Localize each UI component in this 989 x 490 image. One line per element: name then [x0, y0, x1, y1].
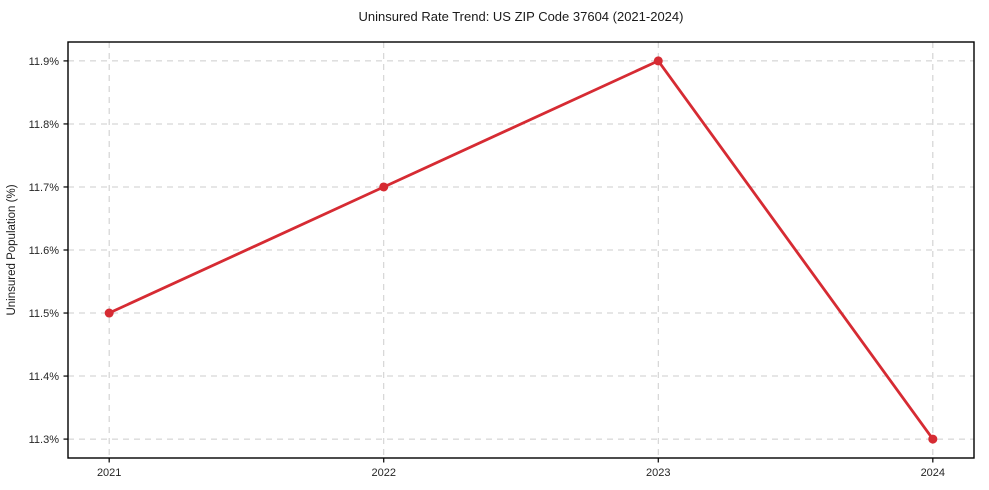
y-tick-label: 11.6% [29, 245, 60, 257]
y-tick-label: 11.8% [29, 119, 60, 131]
data-point-marker [379, 182, 389, 192]
trend-line-series [104, 56, 938, 444]
x-tick-label: 2022 [371, 467, 395, 479]
x-tick-label: 2024 [921, 467, 945, 479]
y-tick-label: 11.7% [29, 182, 60, 194]
x-tick-label: 2021 [97, 467, 121, 479]
chart-title: Uninsured Rate Trend: US ZIP Code 37604 … [359, 9, 684, 24]
y-tick-label: 11.5% [29, 308, 60, 320]
axes-layer: 2021 2022 2023 2024 11.3% 11.4% 11.5% 11.6% 11.7… [29, 41, 975, 479]
gridlines-layer [68, 42, 974, 458]
data-point-marker [928, 434, 938, 444]
y-tick-label: 11.4% [29, 371, 60, 383]
y-tick-label: 11.3% [29, 434, 60, 446]
data-point-marker [653, 56, 663, 66]
trend-line [107, 59, 935, 441]
data-point-marker [104, 308, 114, 318]
y-tick-label: 11.9% [29, 56, 60, 68]
y-axis-label: Uninsured Population (%) [6, 184, 18, 315]
x-tick-label: 2023 [646, 467, 670, 479]
